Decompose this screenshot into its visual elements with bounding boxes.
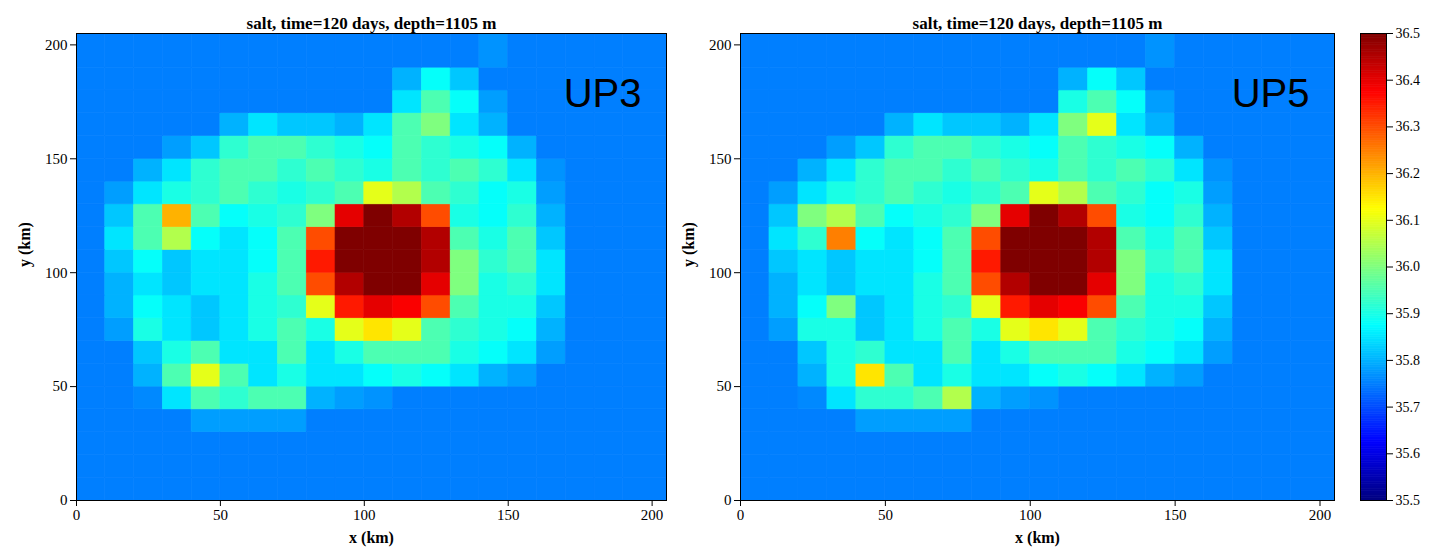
svg-text:36.5: 36.5 bbox=[1396, 26, 1421, 41]
svg-text:35.7: 35.7 bbox=[1396, 400, 1421, 415]
svg-text:x (km): x (km) bbox=[1015, 529, 1060, 547]
svg-text:50: 50 bbox=[717, 378, 732, 394]
svg-text:35.8: 35.8 bbox=[1396, 353, 1421, 368]
svg-text:100: 100 bbox=[709, 264, 732, 280]
svg-text:200: 200 bbox=[1309, 507, 1332, 523]
svg-text:150: 150 bbox=[497, 507, 519, 523]
svg-text:100: 100 bbox=[45, 264, 68, 280]
svg-text:200: 200 bbox=[709, 37, 732, 53]
svg-text:y (km): y (km) bbox=[16, 222, 34, 267]
svg-text:50: 50 bbox=[878, 507, 893, 523]
svg-text:salt, time=120 days, depth=110: salt, time=120 days, depth=1105 m bbox=[913, 14, 1163, 33]
svg-text:35.9: 35.9 bbox=[1396, 306, 1421, 321]
svg-text:50: 50 bbox=[53, 378, 68, 394]
svg-text:0: 0 bbox=[724, 492, 732, 508]
svg-text:150: 150 bbox=[1164, 507, 1187, 523]
svg-text:0: 0 bbox=[60, 492, 68, 508]
svg-text:150: 150 bbox=[709, 151, 732, 167]
svg-text:150: 150 bbox=[45, 151, 68, 167]
svg-text:36.3: 36.3 bbox=[1396, 119, 1421, 134]
svg-text:36.4: 36.4 bbox=[1396, 73, 1421, 88]
svg-text:50: 50 bbox=[213, 507, 228, 523]
svg-text:0: 0 bbox=[73, 507, 81, 523]
svg-text:UP5: UP5 bbox=[1232, 71, 1310, 115]
svg-text:35.6: 35.6 bbox=[1396, 446, 1421, 461]
svg-text:UP3: UP3 bbox=[564, 71, 642, 115]
svg-text:35.5: 35.5 bbox=[1396, 493, 1421, 508]
svg-text:salt, time=120 days, depth=110: salt, time=120 days, depth=1105 m bbox=[247, 14, 497, 33]
svg-text:36.1: 36.1 bbox=[1396, 213, 1421, 228]
svg-text:200: 200 bbox=[641, 507, 664, 523]
svg-text:100: 100 bbox=[1019, 507, 1042, 523]
svg-text:y (km): y (km) bbox=[680, 222, 698, 267]
svg-text:0: 0 bbox=[737, 507, 745, 523]
svg-text:x (km): x (km) bbox=[349, 529, 394, 547]
svg-text:36.0: 36.0 bbox=[1396, 259, 1421, 274]
svg-text:100: 100 bbox=[353, 507, 376, 523]
svg-text:36.2: 36.2 bbox=[1396, 166, 1421, 181]
svg-text:200: 200 bbox=[45, 37, 68, 53]
